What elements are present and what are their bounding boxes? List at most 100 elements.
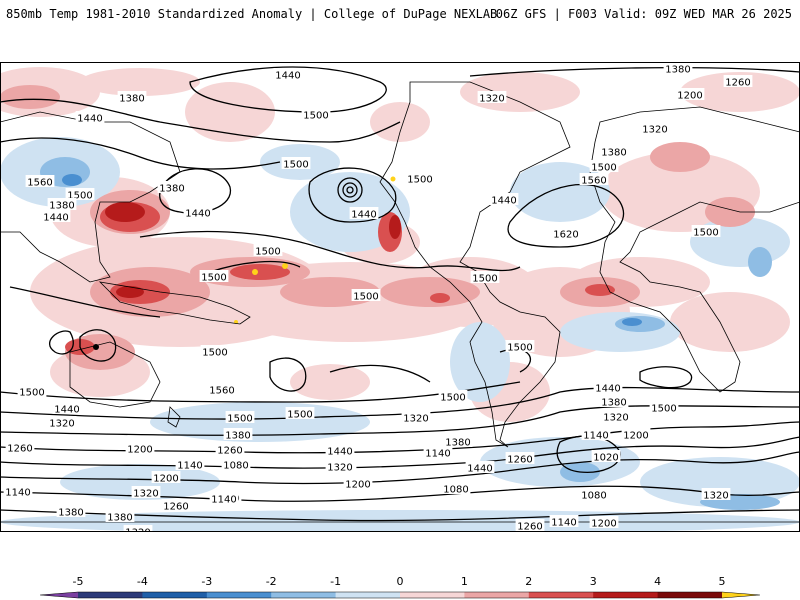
contour-label-bg (599, 395, 629, 407)
colorbar-tick-label: 5 (719, 575, 726, 588)
contour-label: 1500 (227, 414, 252, 425)
colorbar-tick-label: 2 (525, 575, 532, 588)
contour-label: 1140 (5, 488, 30, 499)
contour-label-bg (477, 91, 507, 103)
contour-label: 1140 (425, 449, 450, 460)
contour-label: 1500 (440, 393, 465, 404)
contour-label-bg (663, 62, 693, 74)
contour-label: 1440 (595, 384, 620, 395)
contour-label: 1380 (58, 508, 83, 519)
contour-label: 1500 (507, 343, 532, 354)
contour-label: 1200 (345, 480, 370, 491)
colorbar-segment (219, 592, 234, 598)
contour-label: 1560 (209, 386, 234, 397)
contour-label: 1140 (211, 495, 236, 506)
contour-label: 1440 (491, 196, 516, 207)
contour-label: 1500 (19, 388, 44, 399)
contour-label-bg (117, 91, 147, 103)
contour-label-bg (343, 477, 373, 489)
colorbar-segment (490, 592, 504, 598)
colorbar-segment (696, 592, 710, 598)
map-header: 850mb Temp 1981-2010 Standardized Anomal… (0, 0, 800, 30)
contour-label: 1440 (54, 405, 79, 416)
colorbar-tick-label: -4 (137, 575, 148, 588)
contour-label-bg (105, 510, 135, 522)
negative-anomaly-strong (62, 174, 642, 326)
contour-label-bg (579, 488, 609, 500)
contour-label: 1320 (327, 463, 352, 474)
contour-label: 1320 (703, 491, 728, 502)
contour-label: 1500 (407, 175, 432, 186)
colorbar-segment (503, 592, 517, 598)
contour-label: 1140 (551, 518, 576, 529)
colorbar: -5 -4 -3 -2 -1 0 1 2 3 4 5 (39, 575, 761, 599)
contour-label-bg (175, 458, 205, 470)
colorbar-tick-label: 4 (654, 575, 661, 588)
contour-label-bg (301, 108, 331, 120)
contour-label: 1200 (153, 474, 178, 485)
contour-label-bg (701, 488, 731, 500)
contour-label: 1380 (601, 148, 626, 159)
colorbar-segment (515, 592, 530, 598)
contour-label: 1500 (67, 191, 92, 202)
colorbar-segment (348, 592, 362, 598)
contour-label-bg (221, 458, 251, 470)
colorbar-segment (438, 592, 453, 598)
contour-label-bg (591, 450, 621, 462)
contour-label-bg (161, 499, 191, 511)
contour-label-bg (443, 435, 473, 447)
map-title: 850mb Temp 1981-2010 Standardized Anomal… (6, 7, 498, 21)
contour-label: 1320 (603, 413, 628, 424)
contour-label-bg (325, 444, 355, 456)
colorbar-tick-label: 1 (461, 575, 468, 588)
asia-outline (0, 111, 181, 283)
colorbar-segment (477, 592, 491, 598)
contour-label: 1500 (255, 247, 280, 258)
contour-label-bg (579, 173, 609, 185)
contour-label: 1500 (651, 404, 676, 415)
colorbar-segment (631, 592, 646, 598)
contour-label-bg (649, 401, 679, 413)
contour-label-bg (223, 428, 253, 440)
contour-label: 1440 (43, 213, 68, 224)
colorbar-segment (657, 592, 671, 598)
contour-label: 1260 (217, 446, 242, 457)
contour-label-bg (505, 452, 535, 464)
contour-label-bg (401, 411, 431, 423)
contour-label-bg (5, 441, 35, 453)
colorbar-tick-label: -5 (73, 575, 84, 588)
positive-anomaly-very-strong (105, 202, 401, 298)
colorbar-segment (361, 592, 375, 598)
contour-label: 1500 (303, 111, 328, 122)
contour-label-bg (281, 157, 311, 169)
contour-label-bg (423, 446, 453, 458)
contour-label: 1380 (665, 65, 690, 76)
colorbar-segment (387, 592, 401, 598)
contour-label: 1260 (507, 455, 532, 466)
positive-anomaly-light (0, 67, 800, 422)
contour-label-bg (131, 486, 161, 498)
contour-label-bg (349, 207, 379, 219)
colorbar-segment (206, 592, 221, 598)
contour-label-bg (17, 385, 47, 397)
colorbar-segment (103, 592, 118, 598)
colorbar-segment (232, 592, 246, 598)
contour-label: 1380 (159, 184, 184, 195)
colorbar-segment (116, 592, 131, 598)
contour-label: 1320 (133, 489, 158, 500)
contour-label-bg (601, 410, 631, 422)
contour-label: 1440 (327, 447, 352, 458)
colorbar-segment (554, 592, 568, 598)
contour-label-bg (589, 516, 619, 528)
colorbar-segment (580, 592, 594, 598)
contour-label: 1380 (225, 431, 250, 442)
colorbar-segment (78, 592, 92, 598)
contour-label-bg (551, 227, 581, 239)
contour-label-bg (125, 442, 155, 454)
colorbar-segment (425, 592, 440, 598)
contour-label: 1500 (591, 163, 616, 174)
colorbar-segment (284, 592, 298, 598)
colorbar-segment (322, 592, 337, 598)
indonesia-outline (98, 281, 251, 325)
colorbar-segment (451, 592, 465, 598)
